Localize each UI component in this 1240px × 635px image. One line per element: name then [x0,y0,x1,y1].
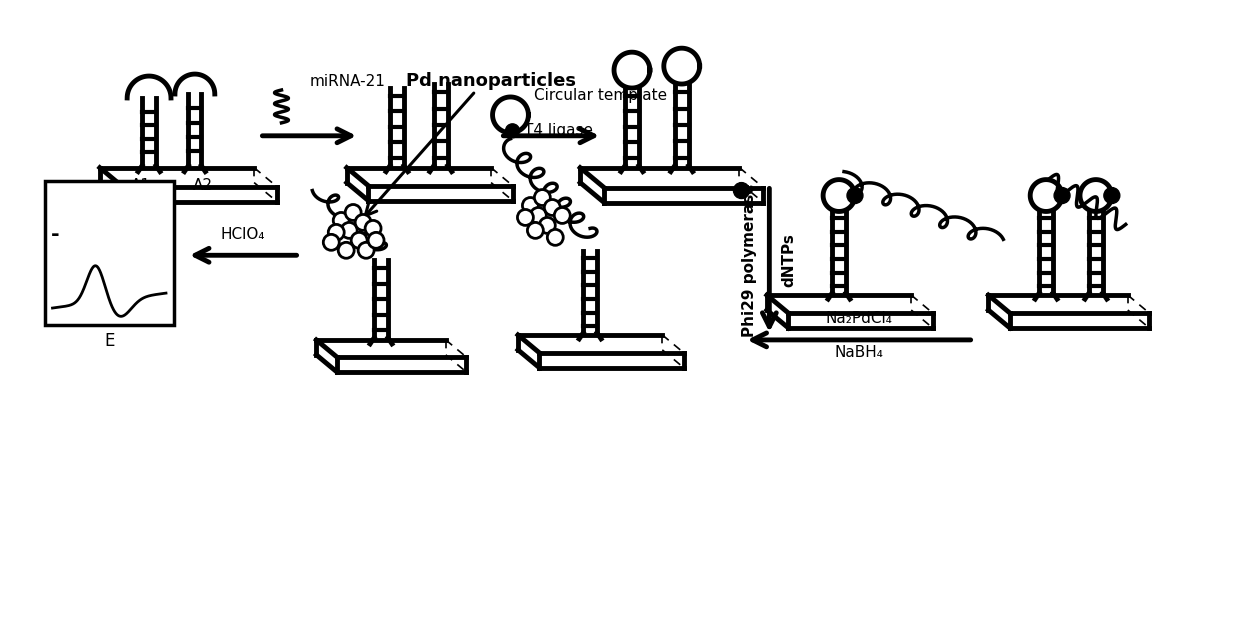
Circle shape [1104,187,1120,203]
Circle shape [345,204,361,220]
Circle shape [547,229,563,245]
Text: NaBH₄: NaBH₄ [835,345,883,360]
Text: Phi29 polymerase: Phi29 polymerase [743,184,758,337]
Circle shape [334,213,350,229]
Circle shape [368,232,384,248]
Bar [45,180,174,325]
Circle shape [517,210,533,225]
Circle shape [527,222,543,238]
Circle shape [554,208,570,224]
Circle shape [534,190,551,206]
Text: A2: A2 [193,178,213,192]
Text: -: - [51,225,60,246]
Text: T4 ligase: T4 ligase [525,123,594,138]
Text: dNTPs: dNTPs [781,233,796,287]
Circle shape [339,243,355,258]
Text: HClO₄: HClO₄ [221,227,265,243]
Text: miRNA-21: miRNA-21 [309,74,386,88]
Circle shape [531,208,547,224]
Circle shape [544,199,560,215]
Circle shape [539,217,556,234]
Text: E: E [104,332,114,350]
Circle shape [351,232,367,248]
Circle shape [506,124,520,138]
Circle shape [1054,187,1070,203]
Text: Circular template: Circular template [534,88,667,104]
Circle shape [734,183,749,199]
Circle shape [341,222,357,238]
Circle shape [329,224,345,240]
Circle shape [358,243,374,258]
Circle shape [365,220,381,236]
Text: A1: A1 [131,178,151,192]
Circle shape [324,234,340,250]
Text: Pd nanoparticles: Pd nanoparticles [405,72,575,90]
Circle shape [847,187,863,203]
Circle shape [355,215,371,231]
Text: Na₂PdCl₄: Na₂PdCl₄ [826,311,893,326]
Circle shape [522,197,538,213]
